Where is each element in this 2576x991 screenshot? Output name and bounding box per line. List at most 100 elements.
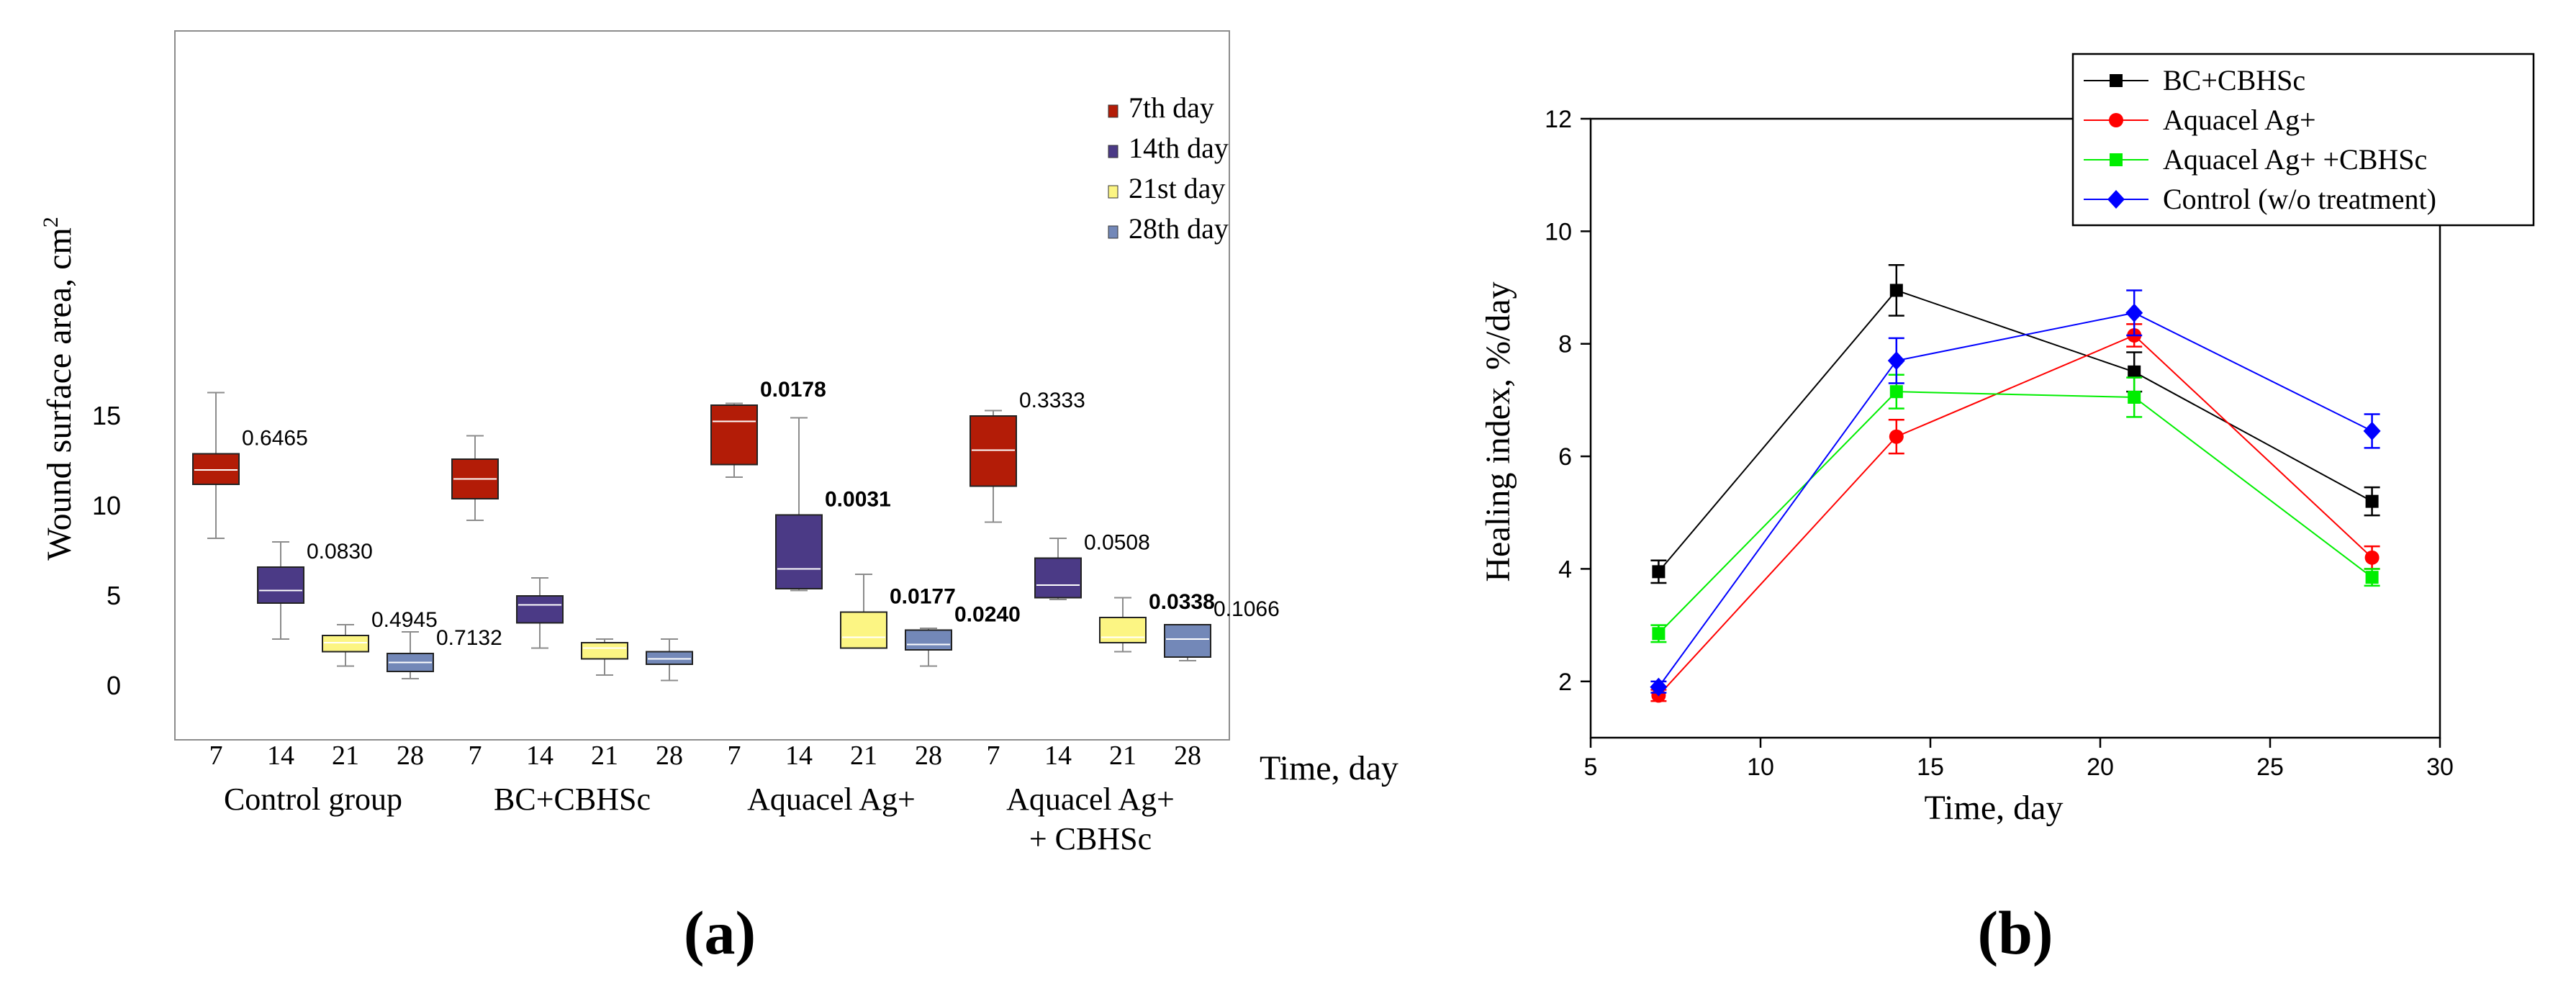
data-point [1889, 429, 1904, 444]
legend-label: 21st day [1129, 172, 1225, 204]
p-value-annotation: 0.0177 [890, 585, 956, 609]
line-chart-frame [1589, 117, 2441, 739]
series-2 [1650, 374, 2380, 643]
box-body [1034, 557, 1082, 599]
data-point [2363, 421, 2381, 440]
series-line [1658, 334, 2373, 697]
group-label: Aquacel Ag+ [1006, 782, 1175, 817]
y-tick-label: 0 [107, 671, 121, 700]
data-point [2128, 391, 2141, 404]
group-label-line2: + CBHSc [1029, 821, 1152, 856]
p-value-annotation: 0.1066 [1214, 597, 1280, 621]
legend-marker [2110, 74, 2123, 87]
p-value-annotation: 0.0508 [1084, 531, 1150, 555]
y-tick-label: 10 [92, 491, 121, 520]
series-line [1658, 391, 2373, 635]
box-plot-0-1 [257, 541, 304, 640]
y-tick-label: 10 [1545, 218, 1572, 245]
panel-label-a: (a) [684, 898, 756, 967]
legend-label: 14th day [1129, 132, 1229, 164]
box-plot-0-0 [192, 392, 240, 539]
legend-swatch [1108, 225, 1118, 239]
legend-box [2071, 53, 2535, 227]
p-value-annotation: 0.6465 [242, 427, 308, 451]
data-point [1652, 627, 1666, 641]
series-0 [1650, 264, 2380, 584]
box-plot-1-3 [646, 638, 693, 682]
y-tick-label: 4 [1558, 556, 1572, 583]
box-body [192, 453, 240, 485]
box-plot-1-1 [516, 577, 564, 649]
x-tick-label: 20 [2087, 754, 2114, 781]
box-body [775, 514, 823, 589]
legend-swatch [1108, 185, 1118, 199]
legend-label: 28th day [1129, 212, 1229, 245]
series-line [1658, 289, 2373, 573]
x-tick-label: 21 [850, 741, 877, 771]
box-plot-2-3 [905, 628, 952, 667]
x-tick-label: 25 [2256, 754, 2284, 781]
legend-marker [2110, 153, 2123, 166]
y-axis-label-text: Wound surface area, cm [40, 227, 78, 561]
p-value-annotation: 0.7132 [436, 626, 502, 650]
box-chart-legend: 7th day 14th day 21st day 28th day [1108, 91, 1229, 245]
p-value-annotation: 0.0830 [307, 540, 373, 564]
x-tick-label: 7 [469, 741, 482, 771]
box-body [257, 566, 304, 604]
panel-b-line-chart: 5 10 15 20 25 30 2 4 6 8 10 12 BC+CBHSc Aquacel Ag+ A… [1479, 53, 2535, 967]
series-line [1658, 312, 2373, 688]
data-point [1889, 385, 1903, 399]
x-tick-label: 21 [1109, 741, 1136, 771]
data-point [2125, 303, 2143, 322]
x-tick-label: 7 [987, 741, 1000, 771]
box-body [840, 611, 887, 649]
p-value-annotation: 0.4945 [371, 608, 438, 632]
x-tick-label: 14 [526, 741, 553, 771]
box-body [905, 629, 952, 651]
box-plot-3-3 [1164, 624, 1211, 661]
box-plot-1-0 [451, 435, 499, 521]
x-tick-label: 21 [332, 741, 359, 771]
box-plot-3-2 [1099, 597, 1147, 653]
box-body [581, 642, 628, 660]
x-tick-label: 10 [1747, 754, 1774, 781]
data-point [2365, 571, 2379, 584]
series-3 [1650, 289, 2381, 697]
legend-marker [2107, 190, 2125, 209]
box-chart-frame [174, 30, 1230, 741]
box-body [322, 635, 369, 653]
box-plot-2-1 [775, 417, 823, 592]
x-tick-label: 7 [728, 741, 741, 771]
legend-label: 7th day [1129, 91, 1214, 124]
box-body [970, 415, 1017, 487]
data-point [1652, 565, 1666, 579]
p-value-annotation: 0.0178 [760, 378, 826, 402]
box-body [1099, 617, 1147, 643]
box-body [1164, 624, 1211, 658]
group-label: BC+CBHSc [494, 782, 651, 817]
legend-swatch [1108, 104, 1118, 118]
group-label: Control group [224, 782, 402, 817]
data-point [2128, 365, 2141, 379]
line-chart-y-axis-label: Healing index, %/day [1479, 281, 1517, 582]
data-point [1887, 351, 1905, 371]
y-tick-label: 15 [92, 401, 121, 430]
legend-label: Aquacel Ag+ [2163, 104, 2316, 136]
data-point [1889, 284, 1903, 297]
x-tick-label: 28 [915, 741, 942, 771]
box-body [646, 651, 693, 665]
y-tick-label: 8 [1558, 331, 1572, 358]
data-point [2364, 550, 2380, 565]
y-tick-label: 2 [1558, 669, 1572, 696]
legend-swatch [1108, 145, 1118, 158]
y-axis-label-superscript: 2 [39, 217, 63, 227]
legend-label: Control (w/o treatment) [2163, 183, 2436, 215]
box-body [710, 404, 758, 466]
x-tick-label: 28 [397, 741, 424, 771]
box-plot-0-3 [387, 631, 434, 679]
series-1 [1650, 323, 2380, 703]
x-tick-label: 15 [1917, 754, 1944, 781]
box-plot-3-1 [1034, 538, 1082, 600]
legend-label: BC+CBHSc [2163, 64, 2305, 96]
